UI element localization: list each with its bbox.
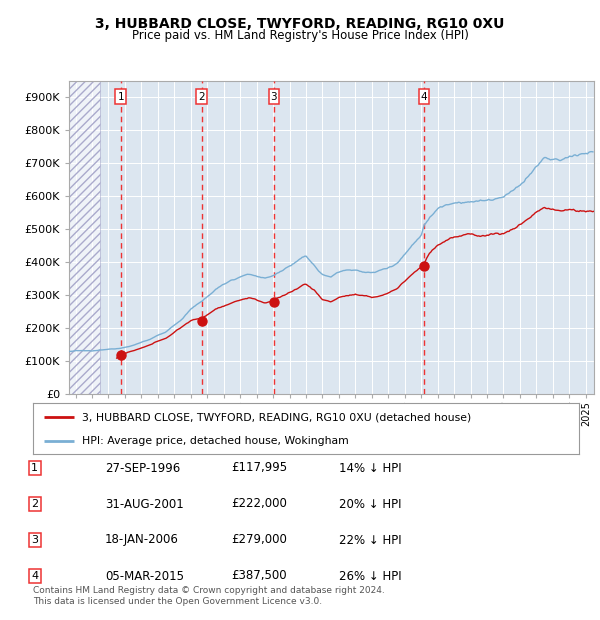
Text: £222,000: £222,000: [231, 497, 287, 510]
Text: 4: 4: [421, 92, 427, 102]
Text: 1: 1: [118, 92, 124, 102]
Text: 26% ↓ HPI: 26% ↓ HPI: [339, 570, 401, 583]
Text: 05-MAR-2015: 05-MAR-2015: [105, 570, 184, 583]
Text: 22% ↓ HPI: 22% ↓ HPI: [339, 533, 401, 546]
Text: 3, HUBBARD CLOSE, TWYFORD, READING, RG10 0XU: 3, HUBBARD CLOSE, TWYFORD, READING, RG10…: [95, 17, 505, 30]
Text: 31-AUG-2001: 31-AUG-2001: [105, 497, 184, 510]
Text: 2: 2: [199, 92, 205, 102]
Bar: [69, 81, 100, 394]
Text: 1: 1: [31, 463, 38, 473]
Text: Price paid vs. HM Land Registry's House Price Index (HPI): Price paid vs. HM Land Registry's House …: [131, 30, 469, 42]
Text: 2: 2: [31, 499, 38, 509]
Text: £117,995: £117,995: [231, 461, 287, 474]
Text: HPI: Average price, detached house, Wokingham: HPI: Average price, detached house, Woki…: [82, 436, 349, 446]
Text: 14% ↓ HPI: 14% ↓ HPI: [339, 461, 401, 474]
Text: £279,000: £279,000: [231, 533, 287, 546]
Text: 3: 3: [271, 92, 277, 102]
Text: 3, HUBBARD CLOSE, TWYFORD, READING, RG10 0XU (detached house): 3, HUBBARD CLOSE, TWYFORD, READING, RG10…: [82, 412, 472, 422]
Bar: [69, 81, 100, 394]
Text: £387,500: £387,500: [231, 570, 287, 583]
Text: Contains HM Land Registry data © Crown copyright and database right 2024.
This d: Contains HM Land Registry data © Crown c…: [33, 585, 385, 606]
Text: 20% ↓ HPI: 20% ↓ HPI: [339, 497, 401, 510]
Text: 18-JAN-2006: 18-JAN-2006: [105, 533, 179, 546]
Text: 3: 3: [31, 535, 38, 545]
Text: 4: 4: [31, 571, 38, 581]
Text: 27-SEP-1996: 27-SEP-1996: [105, 461, 180, 474]
